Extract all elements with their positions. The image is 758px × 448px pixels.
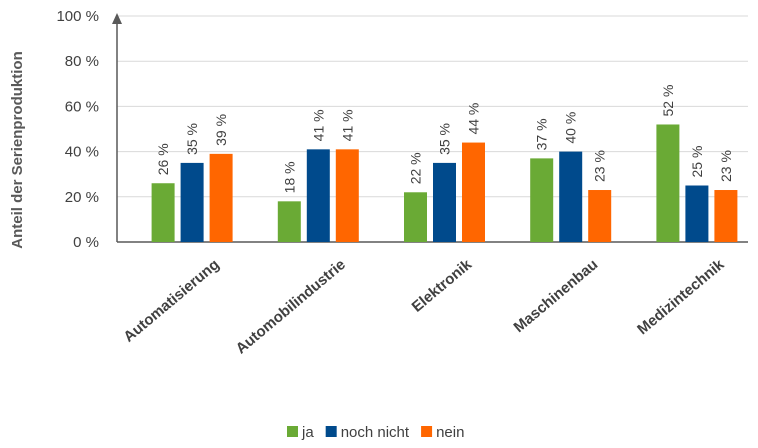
y-tick-label: 100 % (56, 8, 99, 25)
bar-noch-nicht (559, 151, 583, 242)
bar-ja (277, 201, 301, 242)
data-label: 23 % (718, 150, 734, 182)
x-category-label: Maschinenbau (511, 256, 602, 336)
legend-label: ja (301, 424, 314, 441)
data-label: 35 % (184, 123, 200, 155)
data-label: 52 % (660, 85, 676, 117)
data-label: 23 % (592, 150, 608, 182)
axis-layer: 0 % 20 % 40 % 60 % 80 % 100 % Anteil der Serie… (9, 8, 748, 357)
bar-ja (656, 124, 680, 242)
data-label: 18 % (281, 161, 297, 193)
data-label: 35 % (437, 123, 453, 155)
y-tick-label: 60 % (65, 98, 99, 115)
y-tick-label: 20 % (65, 189, 99, 206)
y-tick-label: 80 % (65, 53, 99, 70)
bar-layer (151, 124, 738, 242)
bar-noch-nicht (685, 185, 709, 242)
bar-noch-nicht (180, 162, 204, 242)
legend-label: nein (436, 424, 464, 441)
y-axis-arrow (112, 13, 122, 24)
label-layer: 26 % 35 % 39 % 18 % 41 % 41 % 22 % 35 % 44 % 37 %… (155, 85, 734, 194)
legend: ja noch nicht nein (287, 424, 464, 441)
bar-nein (209, 153, 233, 242)
data-label: 44 % (466, 103, 482, 135)
bar-nein (462, 142, 485, 242)
data-label: 41 % (310, 109, 326, 141)
data-label: 41 % (339, 109, 355, 141)
bar-nein (714, 190, 738, 242)
bar-ja (530, 158, 554, 242)
bar-ja (404, 192, 427, 242)
y-tick-label: 0 % (73, 234, 99, 251)
bar-nein (588, 190, 612, 242)
legend-label: noch nicht (341, 424, 410, 441)
grid-layer (117, 15, 748, 198)
data-label: 39 % (213, 114, 229, 146)
x-category-label: Automatisierung (120, 256, 222, 346)
bar-ja (151, 183, 175, 242)
data-label: 26 % (155, 143, 171, 175)
bar-nein (335, 149, 359, 242)
y-axis-title: Anteil der Serienproduktion (9, 51, 26, 249)
data-label: 25 % (689, 146, 705, 178)
x-category-label: Medizintechnik (634, 256, 728, 339)
x-category-label: Elektronik (409, 256, 476, 316)
legend-swatch (325, 426, 337, 437)
legend-swatch (287, 426, 298, 437)
bar-noch-nicht (433, 162, 456, 242)
data-label: 40 % (563, 112, 579, 144)
y-tick-label: 40 % (65, 144, 99, 161)
x-category-label: Automobilindustrie (233, 256, 349, 357)
data-label: 37 % (534, 118, 550, 150)
bar-noch-nicht (306, 149, 330, 242)
legend-swatch (421, 426, 433, 437)
data-label: 22 % (408, 152, 424, 184)
